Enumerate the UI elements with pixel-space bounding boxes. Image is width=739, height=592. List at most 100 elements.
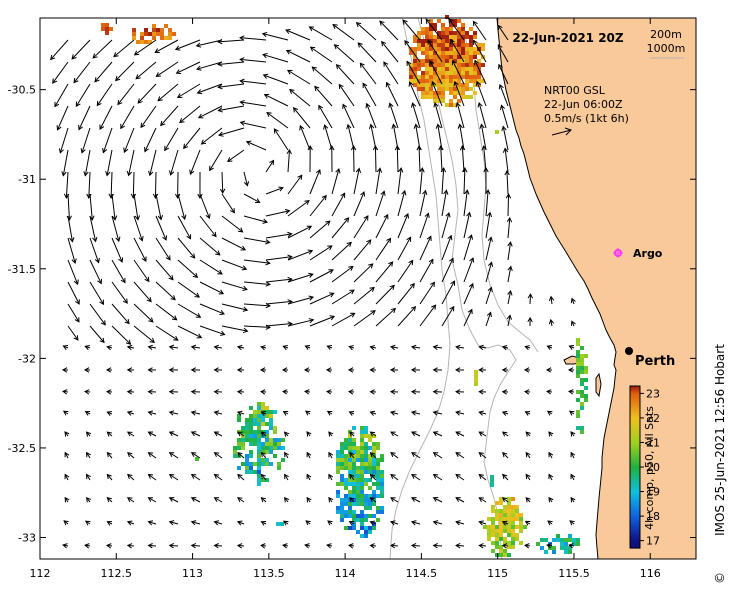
colorbar-swatch [630,436,640,439]
current-arrow [309,46,333,63]
current-arrow [111,215,121,243]
current-arrow [306,496,312,503]
sst-pixel [453,39,457,43]
sst-pixel [465,47,469,51]
current-arrow [303,367,311,373]
sst-pixel [249,438,253,442]
sst-pixel [495,525,499,529]
current-arrow [388,102,399,129]
sst-pixel [503,509,507,513]
sst-pixel [356,482,360,486]
current-arrow [99,105,113,131]
sst-pixel [556,538,560,542]
sst-pixel [507,525,511,529]
sst-pixel [344,498,348,502]
sst-pixel [265,446,269,450]
sst-pixel [245,422,249,426]
sst-pixel [360,510,364,514]
current-arrow [331,312,356,327]
current-arrow [127,452,135,459]
sst-pixel [519,517,523,521]
sst-pixel [441,87,445,91]
sst-pixel [495,537,499,541]
sst-pixel [572,542,576,546]
sst-pixel [437,63,441,67]
sst-pixel [344,478,348,482]
sst-pixel [368,434,372,438]
current-arrow [304,410,311,416]
sst-pixel [249,406,253,410]
sst-pixel [469,95,473,99]
sst-pixel [344,454,348,458]
current-arrow [106,543,113,549]
sst-pixel [425,63,429,67]
sst-pixel [437,43,441,47]
sst-pixel [425,47,429,51]
sst-pixel [429,87,433,91]
current-arrow [62,410,69,416]
sst-pixel [437,39,441,43]
current-arrow [394,144,401,173]
sst-pixel [413,63,417,67]
current-arrow [390,452,399,459]
lat-tick-label: -32 [18,352,36,365]
colorbar-swatch [630,540,640,543]
sst-pixel [364,526,368,530]
sst-pixel [421,87,425,91]
current-arrow [435,123,443,151]
sst-pixel [461,83,465,87]
current-arrow [64,496,70,503]
sst-pixel [495,545,499,549]
current-arrow [483,166,489,195]
sst-pixel [519,541,523,545]
sst-pixel [344,482,348,486]
plot-frame [39,17,697,560]
current-arrow [236,367,245,373]
sst-pixel [372,514,376,518]
current-arrow [309,315,336,327]
sst-pixel [380,470,384,474]
sst-pixel [421,59,425,63]
sst-pixel [421,75,425,79]
sst-pixel [449,75,453,79]
sst-pixel [348,490,352,494]
sst-pixel [449,83,453,87]
sst-pixel [152,36,156,40]
current-arrow [527,316,533,327]
sst-pixel [474,374,478,378]
sst-pixel [409,63,413,67]
sst-pixel [356,450,360,454]
sst-pixel [356,498,360,502]
sst-pixel [380,490,384,494]
sst-pixel [576,350,580,354]
current-arrow [111,193,118,221]
sst-pixel [445,63,449,67]
current-arrow [326,389,333,395]
current-arrow [546,410,553,416]
current-arrow [308,26,333,41]
sst-pixel [352,462,356,466]
current-arrow [375,237,392,261]
sst-pixel [429,27,433,31]
current-arrow [221,303,249,312]
current-arrow [260,345,267,351]
colorbar: 23 22 21 20 19 18 17 [629,385,660,549]
current-arrow [64,431,70,437]
current-arrow [147,410,157,416]
sst-pixel [364,534,368,538]
sst-pixel [380,482,384,486]
current-arrow [106,497,113,503]
sst-pixel [441,79,445,83]
current-arrow [263,93,289,107]
sst-pixel [413,47,417,51]
sst-pixel [491,505,495,509]
sst-pixel [568,550,572,554]
sst-pixel [352,510,356,514]
current-arrow [478,473,487,481]
sst-pixel [449,23,453,27]
current-arrow [177,281,201,298]
sst-pixel [409,71,413,75]
sst-pixel [277,462,281,466]
current-arrow [548,496,554,503]
sst-pixel [340,450,344,454]
